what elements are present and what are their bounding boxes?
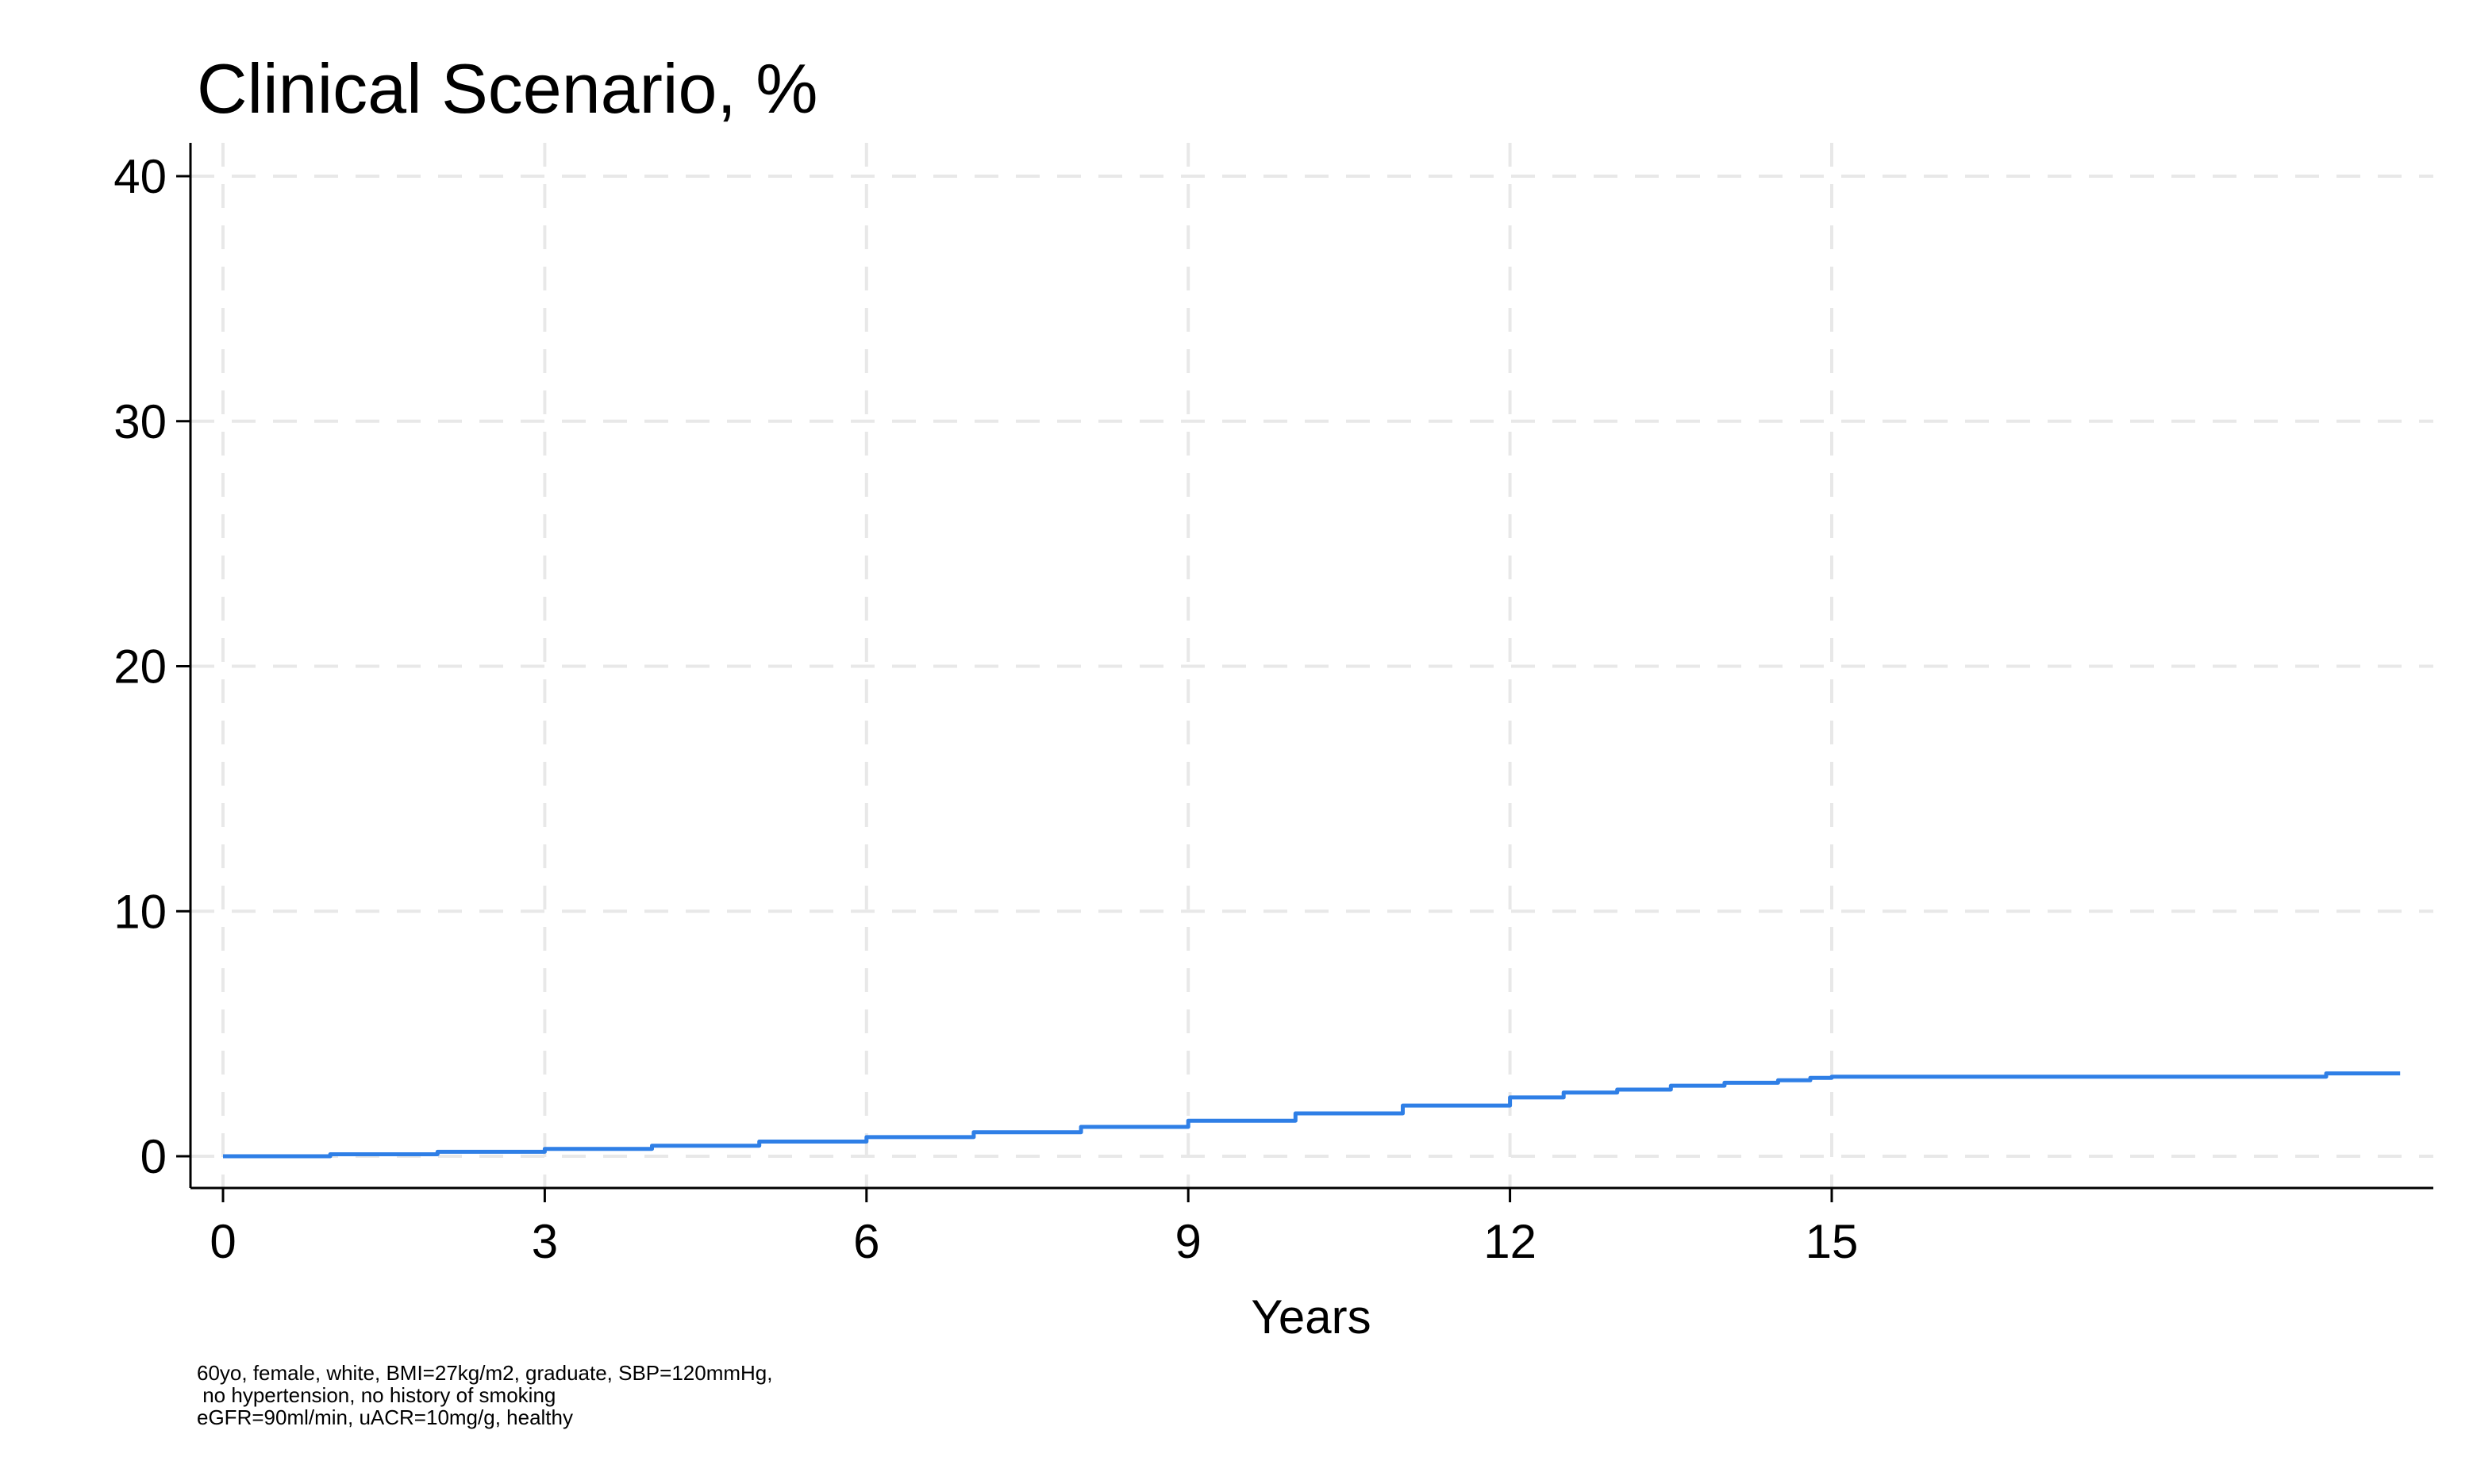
y-tick-label-30: 30 bbox=[113, 395, 167, 448]
footnote-line-1: 60yo, female, white, BMI=27kg/m2, gradua… bbox=[197, 1361, 773, 1385]
x-tick-label-12: 12 bbox=[1483, 1215, 1536, 1268]
x-tick-label-3: 3 bbox=[532, 1215, 558, 1268]
y-tick-label-0: 0 bbox=[140, 1130, 167, 1183]
y-tick-label-40: 40 bbox=[113, 150, 167, 203]
y-tick-label-10: 10 bbox=[113, 885, 167, 938]
tick-labels: 0 10 20 30 40 0 3 6 9 12 15 bbox=[113, 150, 1858, 1268]
footnote-line-3: eGFR=90ml/min, uACR=10mg/g, healthy bbox=[197, 1405, 573, 1429]
footnote: 60yo, female, white, BMI=27kg/m2, gradua… bbox=[197, 1361, 773, 1429]
x-axis-title: Years bbox=[1251, 1290, 1371, 1344]
series bbox=[223, 1071, 2401, 1159]
x-tick-label-6: 6 bbox=[853, 1215, 879, 1268]
x-tick-label-15: 15 bbox=[1806, 1215, 1859, 1268]
y-tick-label-20: 20 bbox=[113, 640, 167, 694]
chart-title: Clinical Scenario, % bbox=[197, 49, 818, 128]
x-tick-label-0: 0 bbox=[210, 1215, 236, 1268]
footnote-line-2: no hypertension, no history of smoking bbox=[197, 1383, 556, 1407]
axes bbox=[176, 143, 2433, 1202]
grid bbox=[190, 143, 2433, 1188]
series-line-0 bbox=[223, 1071, 2401, 1159]
x-tick-label-9: 9 bbox=[1175, 1215, 1202, 1268]
